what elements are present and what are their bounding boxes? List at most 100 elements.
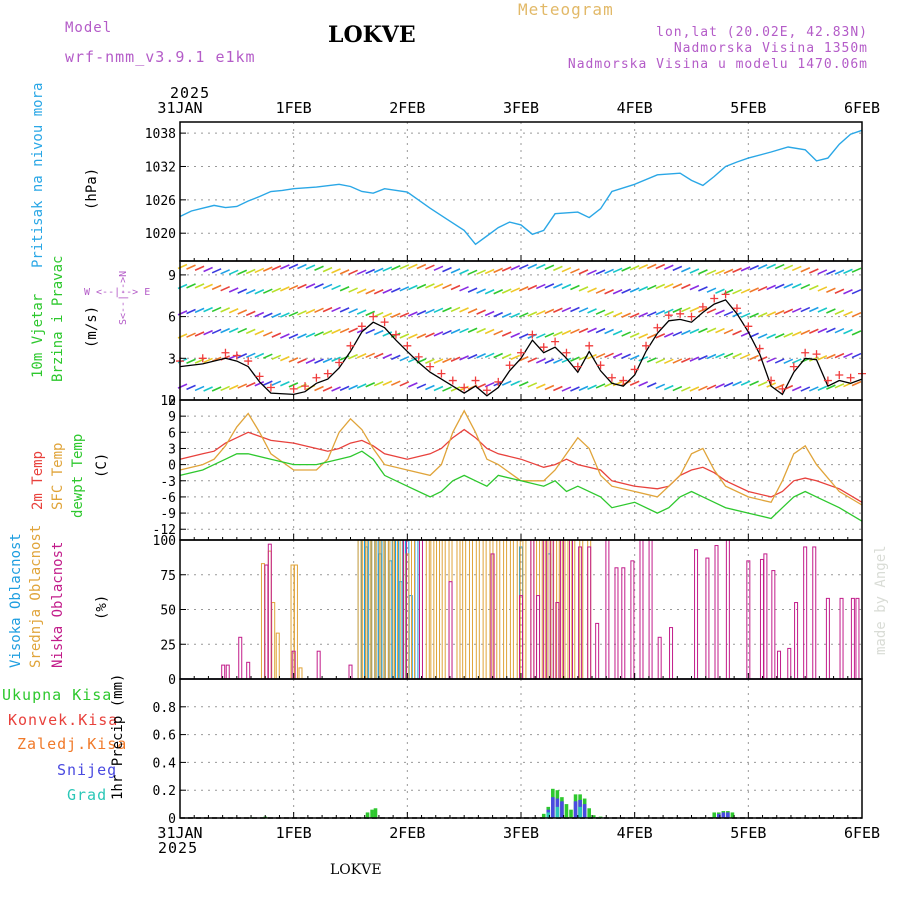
cloud-bar bbox=[759, 558, 764, 680]
wind-marker bbox=[823, 376, 832, 385]
wind-barb bbox=[331, 386, 341, 392]
wind-marker bbox=[414, 352, 423, 361]
wind-barb bbox=[425, 264, 435, 270]
wind-barb bbox=[382, 266, 393, 272]
wind-barb bbox=[646, 382, 657, 388]
wind-barb bbox=[280, 381, 290, 387]
precip-legend-snow: Snijeg bbox=[57, 761, 118, 779]
cloud-bar bbox=[812, 546, 817, 680]
wind-barb bbox=[510, 380, 521, 386]
wind-barb bbox=[553, 307, 563, 313]
cloud-bar bbox=[260, 563, 265, 680]
wind-barb bbox=[331, 356, 341, 362]
wind-barb bbox=[791, 385, 802, 392]
wind-barb bbox=[373, 352, 384, 359]
wind-barb bbox=[288, 357, 299, 363]
wind-barb bbox=[450, 284, 461, 291]
wind-barb bbox=[561, 357, 572, 364]
wind-barb bbox=[356, 353, 367, 359]
wind-barb bbox=[493, 311, 503, 318]
panel-frame bbox=[179, 539, 863, 680]
wind-barb bbox=[365, 288, 376, 295]
date-label-bottom: 6FEB bbox=[844, 824, 880, 842]
wind-marker bbox=[573, 362, 582, 371]
wind-barb bbox=[612, 288, 623, 295]
wind-barb bbox=[322, 266, 333, 273]
y-tick-label: 1032 bbox=[145, 160, 176, 175]
wind-barb bbox=[706, 327, 717, 334]
wind-barb bbox=[553, 385, 563, 392]
wind-barb bbox=[663, 283, 674, 289]
wind-barb bbox=[561, 329, 572, 336]
wind-barb bbox=[339, 269, 350, 275]
wind-barb bbox=[382, 380, 393, 386]
wind-barb bbox=[228, 327, 239, 334]
wind-barb bbox=[774, 358, 785, 364]
wind-barb bbox=[245, 288, 256, 295]
wind-barb bbox=[408, 382, 418, 388]
wind-barb bbox=[706, 384, 717, 390]
wind-barb bbox=[408, 357, 418, 363]
wind-marker bbox=[630, 365, 639, 374]
cloud-bar bbox=[850, 597, 855, 680]
wind-barb bbox=[194, 307, 205, 314]
wind-barb bbox=[425, 384, 435, 391]
wind-barb bbox=[629, 354, 640, 361]
wind-barb bbox=[254, 381, 265, 387]
cloud-bar bbox=[496, 539, 501, 680]
wind-barb bbox=[791, 331, 802, 337]
wind-barb bbox=[638, 264, 649, 270]
wind-barb bbox=[834, 288, 845, 294]
wind-barb bbox=[288, 311, 299, 317]
wind-marker bbox=[744, 322, 753, 331]
y-tick-label: 12 bbox=[160, 394, 176, 409]
cloud-bar bbox=[246, 661, 251, 680]
wind-barb bbox=[698, 327, 708, 334]
model-altitude-label: Nadmorska Visina u modelu 1470.06m bbox=[567, 57, 868, 72]
wind-barb bbox=[672, 331, 683, 337]
cloud-bar bbox=[694, 549, 699, 680]
wind-barb bbox=[518, 312, 529, 318]
wind-barb bbox=[851, 330, 862, 336]
wind-barb bbox=[245, 382, 256, 388]
wind-barb bbox=[433, 307, 444, 314]
wind-marker bbox=[812, 350, 821, 359]
cloud-bar bbox=[468, 539, 473, 680]
date-label-bottom: 1FEB bbox=[276, 824, 312, 842]
wind-barb bbox=[689, 306, 700, 313]
wind-barb bbox=[476, 383, 486, 389]
wind-barb bbox=[356, 383, 367, 389]
wind-barb bbox=[433, 358, 444, 364]
wind-barb bbox=[681, 386, 691, 392]
wind-marker bbox=[482, 386, 491, 395]
cloud-bar bbox=[436, 539, 441, 680]
wind-marker bbox=[221, 348, 230, 357]
wind-barb bbox=[288, 263, 299, 270]
cloud-bar bbox=[614, 567, 619, 680]
wind-barb bbox=[681, 329, 691, 336]
wind-barb bbox=[280, 355, 290, 362]
precip-bar bbox=[365, 812, 370, 818]
wind-barb bbox=[740, 288, 751, 294]
wind-barb bbox=[399, 355, 410, 362]
wind-marker bbox=[846, 373, 855, 382]
wind-barb bbox=[433, 385, 444, 392]
wind-barb bbox=[791, 265, 802, 272]
wind-barb bbox=[604, 352, 614, 359]
wind-barb bbox=[629, 332, 640, 338]
cloud-bar bbox=[825, 597, 830, 680]
wind-barb bbox=[416, 333, 427, 339]
wind-barb bbox=[578, 327, 589, 334]
wind-barb bbox=[817, 327, 828, 334]
cloud-bar bbox=[441, 539, 446, 680]
precip-bar bbox=[591, 815, 596, 818]
wind-barb bbox=[399, 312, 410, 318]
wind-barb bbox=[689, 386, 700, 392]
wind-barb bbox=[399, 333, 410, 339]
wind-barb bbox=[553, 265, 563, 272]
cloud-bar bbox=[771, 570, 776, 680]
wind-barb bbox=[655, 283, 666, 290]
wind-marker bbox=[789, 362, 798, 371]
wind-barb bbox=[348, 327, 358, 334]
wind-barb bbox=[749, 380, 759, 386]
